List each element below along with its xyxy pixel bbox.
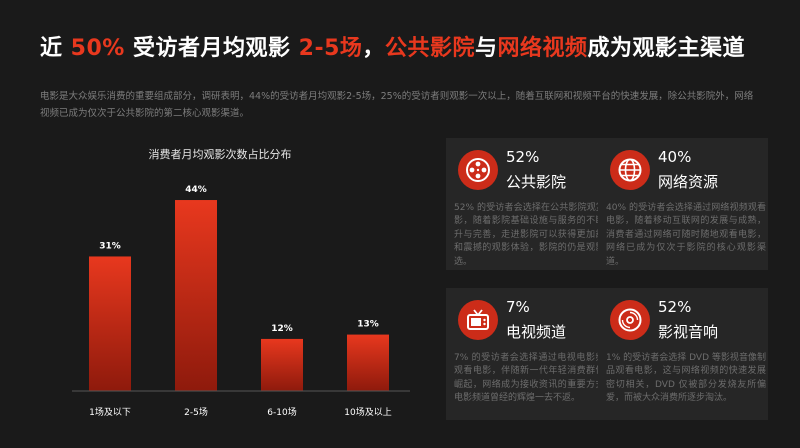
- card-tv: 7% 电视频道 7% 的受访者会选择通过电视电影频道观看电影，伴随新一代年轻消费…: [446, 288, 616, 420]
- title-part: 成为观影主渠道: [587, 36, 745, 61]
- card-name: 网络资源: [658, 173, 719, 191]
- tv-icon: [458, 300, 498, 340]
- category-label: 10场及以上: [344, 407, 391, 418]
- title-highlight: 2-5场: [298, 36, 363, 61]
- card-description: 40% 的受访者会选择通过网络视频观看电影，随着移动互联网的发展与成熟，消费者通…: [606, 203, 766, 267]
- category-label: 1场及以下: [89, 407, 131, 418]
- card-description: 52% 的受访者会选择在公共影院观赏电影，随着影院基础设施与服务的不断提升与完善…: [454, 203, 614, 267]
- film-reel-icon: [458, 150, 498, 190]
- card-name: 影视音响: [658, 323, 719, 341]
- category-label: 6-10场: [267, 407, 296, 418]
- card-percent: 52%: [658, 298, 692, 316]
- card-percent: 52%: [506, 148, 540, 166]
- title-part: 受访者月均观影: [124, 36, 299, 61]
- title-part: ，: [362, 36, 385, 61]
- intro-paragraph: 电影是大众娱乐消费的重要组成部分，调研表明，44%的受访者月均观影2-5场，25…: [40, 91, 754, 119]
- bar-value-label: 13%: [357, 320, 379, 330]
- category-label: 2-5场: [184, 407, 208, 418]
- card-cinema: 52% 公共影院 52% 的受访者会选择在公共影院观赏电影，随着影院基础设施与服…: [446, 138, 616, 270]
- card-name: 电视频道: [506, 323, 567, 341]
- disc-icon: [610, 300, 650, 340]
- bar-2: [175, 200, 217, 391]
- title-part: 与: [474, 36, 498, 61]
- card-name: 公共影院: [506, 173, 567, 191]
- bar-value-label: 31%: [99, 241, 121, 251]
- card-percent: 7%: [506, 298, 530, 316]
- chart-title: 消费者月均观影次数占比分布: [148, 148, 292, 161]
- title-part: 近: [40, 36, 71, 61]
- title-highlight: 网络视频: [497, 36, 588, 61]
- bar-4: [347, 334, 389, 391]
- card-av: 52% 影视音响 1% 的受访者会选择 DVD 等影视音像制品观看电影，这与网络…: [598, 288, 768, 420]
- bar-value-label: 12%: [271, 324, 293, 334]
- bar-value-label: 44%: [185, 185, 207, 195]
- bar-1: [89, 256, 131, 391]
- card-percent: 40%: [658, 148, 692, 166]
- bar-3: [261, 338, 303, 391]
- globe-icon: [610, 150, 650, 190]
- card-description: 7% 的受访者会选择通过电视电影频道观看电影，伴随新一代年轻消费群体的崛起，网络…: [454, 353, 614, 404]
- card-description: 1% 的受访者会选择 DVD 等影视音像制品观看电影，这与网络视频的快速发展密切…: [606, 353, 766, 404]
- page-title: 近 50% 受访者月均观影 2-5场，公共影院与网络视频成为观影主渠道: [40, 30, 745, 62]
- title-highlight: 公共影院: [384, 36, 475, 61]
- card-network: 40% 网络资源 40% 的受访者会选择通过网络视频观看电影，随着移动互联网的发…: [598, 138, 768, 270]
- title-highlight: 50%: [70, 36, 125, 61]
